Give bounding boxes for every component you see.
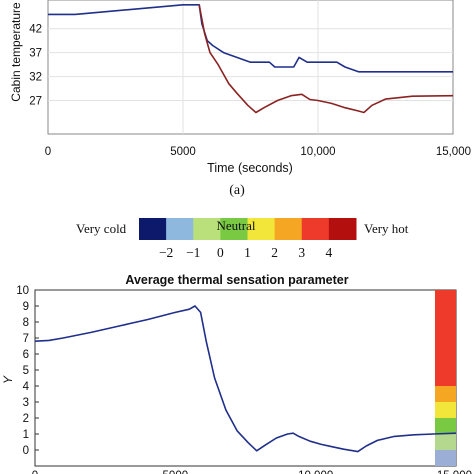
bottom-colorbar bbox=[435, 290, 456, 466]
bottom-series-lines bbox=[34, 305, 457, 453]
top-y-tick-label: 27 bbox=[29, 96, 42, 108]
bottom-y-tick-label: 9 bbox=[23, 301, 29, 313]
bottom-y-tick-label: 1 bbox=[23, 429, 29, 441]
top-x-tick-label: 15,000 bbox=[436, 146, 471, 158]
top-y-tick-label: 32 bbox=[29, 72, 42, 84]
bottom-y-tick-labels: 0 1 2 3 4 5 6 7 8 9 10 bbox=[16, 285, 39, 457]
legend-swatch bbox=[193, 218, 221, 240]
bottom-y-axis-label: Y bbox=[1, 375, 15, 384]
legend-tick-label: 4 bbox=[326, 245, 333, 260]
panel-label: (a) bbox=[229, 183, 245, 198]
legend-swatch bbox=[274, 218, 303, 240]
top-x-tick-label: 0 bbox=[45, 146, 51, 158]
colorbar-segment bbox=[435, 386, 456, 402]
colorbar-segment bbox=[435, 290, 456, 386]
colorbar-segment bbox=[435, 434, 456, 450]
thermal-sensation-legend: Very cold Neutral −2 −1 0 1 2 3 4 Very hot bbox=[76, 218, 409, 260]
colorbar-segment bbox=[435, 450, 456, 466]
bottom-y-tick-label: 4 bbox=[23, 381, 30, 393]
legend-swatch bbox=[139, 218, 167, 240]
thermal-sensation-chart: Average thermal sensation parameter 0 1 2 3… bbox=[1, 273, 472, 474]
top-y-tick-label: 42 bbox=[29, 24, 42, 36]
top-y-tick-labels: 27 32 37 42 bbox=[29, 24, 42, 108]
legend-tick-label: −2 bbox=[159, 245, 173, 260]
bottom-series-line-1 bbox=[34, 305, 457, 453]
top-series-lines bbox=[48, 4, 453, 114]
legend-tick-label: −1 bbox=[186, 245, 200, 260]
bottom-chart-title: Average thermal sensation parameter bbox=[125, 273, 348, 287]
top-x-tick-label: 10,000 bbox=[300, 146, 335, 158]
legend-tick-label: 0 bbox=[217, 245, 224, 260]
colorbar-segment bbox=[435, 402, 456, 418]
legend-tick-label: 3 bbox=[298, 245, 305, 260]
legend-swatch bbox=[301, 218, 330, 240]
legend-tick-labels: −2 −1 0 1 2 3 4 bbox=[159, 245, 333, 260]
bottom-x-tick-label: 10,000 bbox=[298, 470, 333, 474]
bottom-y-tick-label: 2 bbox=[23, 413, 29, 425]
colorbar-segment bbox=[435, 418, 456, 434]
legend-swatch bbox=[328, 218, 357, 240]
bottom-y-tick-label: 0 bbox=[23, 445, 29, 457]
bottom-plot-area bbox=[34, 289, 457, 467]
top-plot-area bbox=[47, 0, 454, 135]
cabin-temperature-chart: 27 32 37 42 0 5000 10,000 15,000 Cabin tempera… bbox=[9, 0, 471, 175]
bottom-y-tick-label: 7 bbox=[23, 333, 29, 345]
bottom-x-tick-labels: 0 5000 10,000 15,000 bbox=[32, 470, 472, 474]
bottom-x-tick-label: 0 bbox=[32, 470, 38, 474]
bottom-y-tick-label: 8 bbox=[23, 317, 29, 329]
top-grid bbox=[48, 0, 453, 134]
top-x-axis-label: Time (seconds) bbox=[207, 161, 293, 175]
top-y-axis-label: Cabin temperature bbox=[9, 2, 23, 102]
top-x-tick-label: 5000 bbox=[170, 146, 196, 158]
legend-very-cold-label: Very cold bbox=[76, 221, 127, 236]
top-x-tick-labels: 0 5000 10,000 15,000 bbox=[45, 146, 471, 158]
top-series-line-2 bbox=[198, 4, 453, 114]
legend-very-hot-label: Very hot bbox=[364, 221, 409, 236]
top-y-tick-label: 37 bbox=[29, 48, 42, 60]
bottom-x-tick-label: 15,000 bbox=[437, 470, 472, 474]
top-series-line-1 bbox=[48, 4, 453, 73]
legend-swatch bbox=[220, 218, 248, 240]
legend-swatch bbox=[166, 218, 194, 240]
bottom-y-tick-label: 10 bbox=[16, 285, 29, 297]
bottom-y-tick-label: 6 bbox=[23, 349, 29, 361]
bottom-x-tick-label: 5000 bbox=[163, 470, 189, 474]
legend-neutral-label: Neutral bbox=[217, 218, 256, 233]
legend-tick-label: 2 bbox=[271, 245, 278, 260]
legend-swatch bbox=[247, 218, 276, 240]
legend-swatches bbox=[139, 218, 357, 240]
bottom-y-tick-label: 3 bbox=[23, 397, 29, 409]
bottom-y-tick-label: 5 bbox=[23, 365, 29, 377]
legend-tick-label: 1 bbox=[244, 245, 251, 260]
